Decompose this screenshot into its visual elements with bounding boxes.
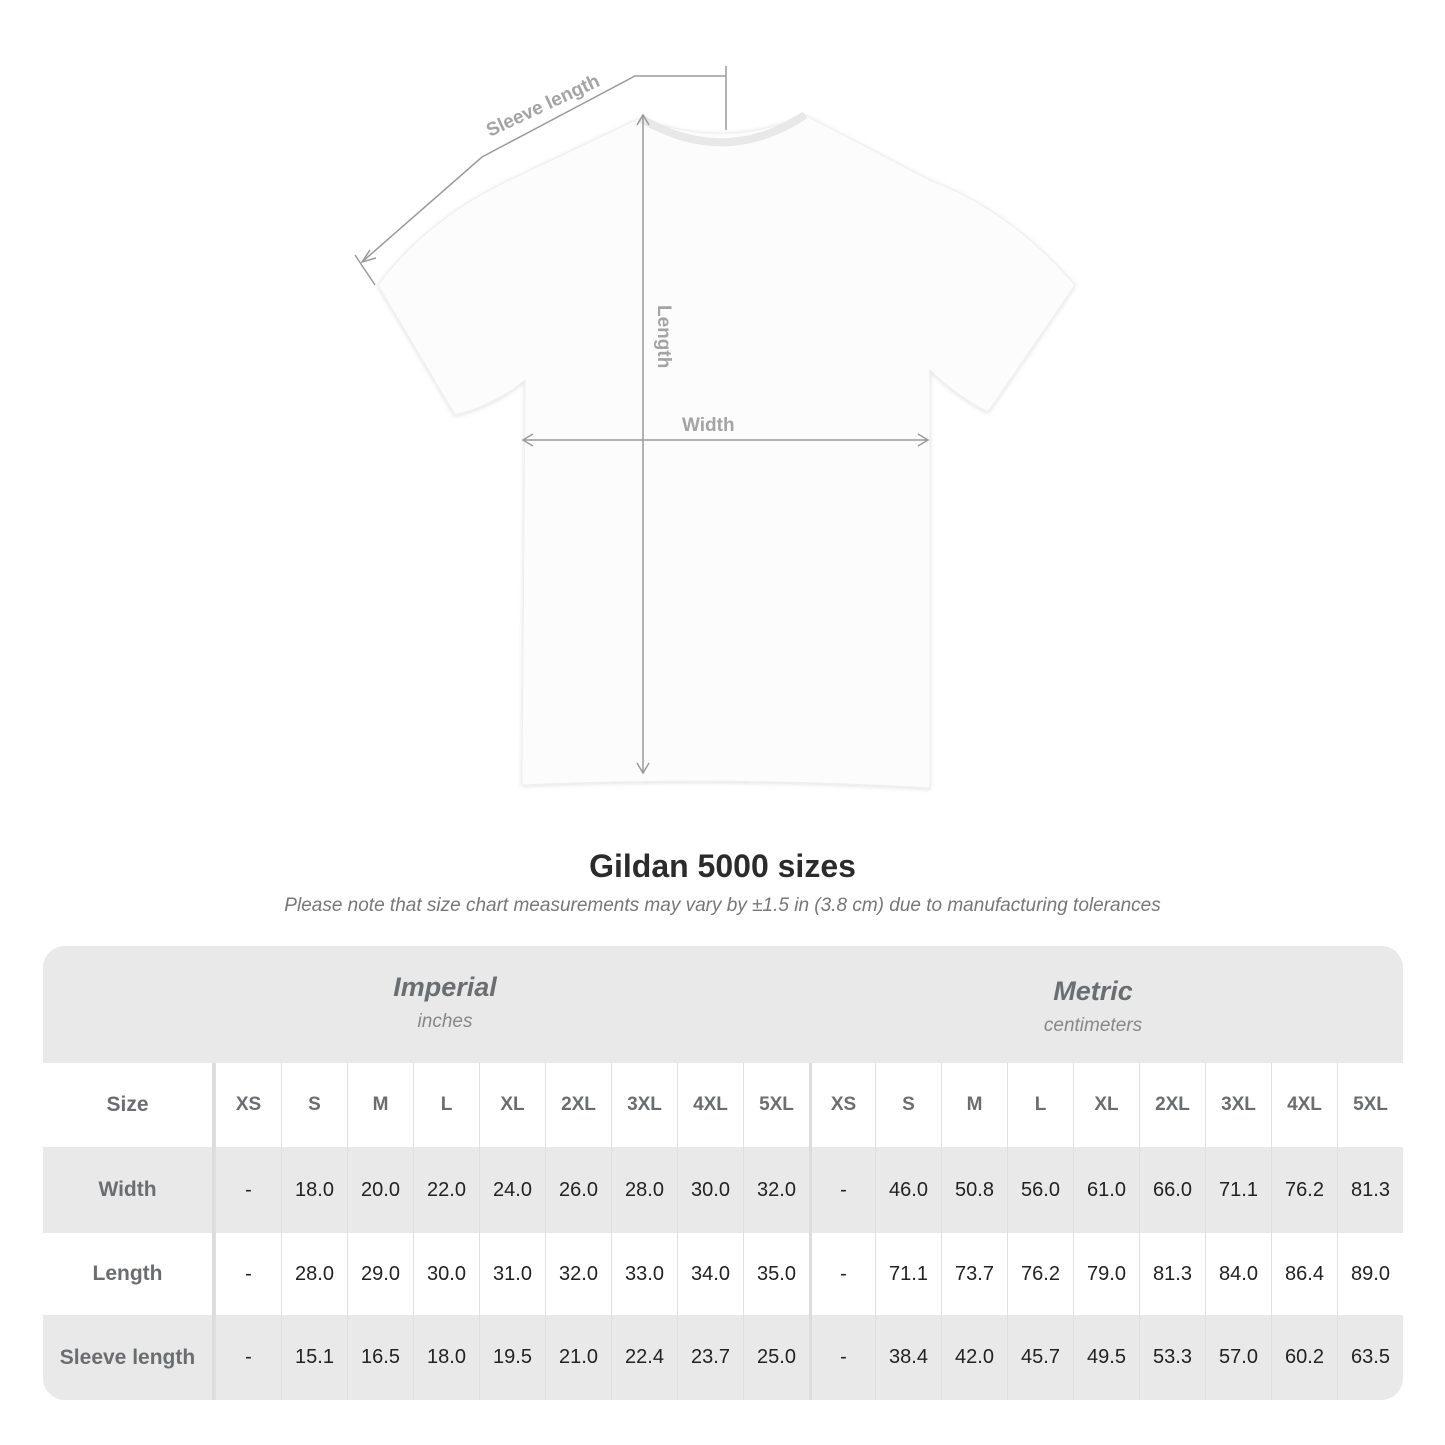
table-row: Length -28.0 29.0 30.0 31.0 32.0 33.0 34.0 35.0-… xyxy=(43,1233,1403,1315)
imperial-header: Imperial inches xyxy=(245,972,645,1033)
size-header-cell: S xyxy=(875,1063,941,1147)
value-cell: 56.0 xyxy=(1007,1147,1073,1233)
size-header-cell: 2XL xyxy=(1139,1063,1205,1147)
value-cell: 23.7 xyxy=(677,1315,743,1400)
value-cell: 76.2 xyxy=(1271,1147,1337,1233)
value-cell: 45.7 xyxy=(1007,1315,1073,1400)
metric-unit: centimeters xyxy=(1043,1015,1143,1036)
size-header-cell: XL xyxy=(479,1063,545,1147)
value-cell: 76.2 xyxy=(1007,1233,1073,1315)
value-cell: 25.0 xyxy=(743,1315,809,1400)
value-cell: 81.3 xyxy=(1139,1233,1205,1315)
size-header-row: Size XS S M L XL 2XL 3XL 4XL 5XL XS S M L XL 2XL 3XL 4XL 5… xyxy=(43,1063,1403,1147)
value-cell: 34.0 xyxy=(677,1233,743,1315)
imperial-unit: inches xyxy=(417,1011,473,1032)
value-cell: 22.0 xyxy=(413,1147,479,1233)
value-cell: - xyxy=(809,1233,875,1315)
value-cell: 73.7 xyxy=(941,1233,1007,1315)
value-cell: 22.4 xyxy=(611,1315,677,1400)
value-cell: 61.0 xyxy=(1073,1147,1139,1233)
value-cell: 35.0 xyxy=(743,1233,809,1315)
value-cell: 30.0 xyxy=(413,1233,479,1315)
value-cell: 28.0 xyxy=(281,1233,347,1315)
row-label: Sleeve length xyxy=(43,1315,215,1400)
size-header-cell: 3XL xyxy=(611,1063,677,1147)
sleeve-length-label: Sleeve length xyxy=(483,71,603,142)
row-label: Size xyxy=(43,1063,215,1147)
value-cell: 28.0 xyxy=(611,1147,677,1233)
value-cell: 19.5 xyxy=(479,1315,545,1400)
value-cell: 63.5 xyxy=(1337,1315,1403,1400)
value-cell: 71.1 xyxy=(875,1233,941,1315)
size-header-cell: L xyxy=(413,1063,479,1147)
tshirt-image xyxy=(377,114,1076,789)
value-cell: 15.1 xyxy=(281,1315,347,1400)
size-header-cell: XS xyxy=(809,1063,875,1147)
value-cell: - xyxy=(215,1233,281,1315)
size-header-cell: 5XL xyxy=(1337,1063,1403,1147)
table-row: Sleeve length -15.1 16.5 18.0 19.5 21.0 22.4 23… xyxy=(43,1315,1403,1400)
value-cell: 18.0 xyxy=(281,1147,347,1233)
value-cell: 32.0 xyxy=(743,1147,809,1233)
metric-title: Metric xyxy=(1053,976,1133,1006)
value-cell: 86.4 xyxy=(1271,1233,1337,1315)
value-cell: 30.0 xyxy=(677,1147,743,1233)
size-table: Imperial inches Metric centimeters Size X… xyxy=(43,946,1403,1400)
table-row: Width -18.0 20.0 22.0 24.0 26.0 28.0 30.0 32.0-4… xyxy=(43,1147,1403,1233)
value-cell: 31.0 xyxy=(479,1233,545,1315)
value-cell: 81.3 xyxy=(1337,1147,1403,1233)
size-header-cell: XL xyxy=(1073,1063,1139,1147)
value-cell: 24.0 xyxy=(479,1147,545,1233)
value-cell: - xyxy=(809,1147,875,1233)
value-cell: 66.0 xyxy=(1139,1147,1205,1233)
value-cell: 46.0 xyxy=(875,1147,941,1233)
size-header-cell: 4XL xyxy=(1271,1063,1337,1147)
metric-header: Metric centimeters xyxy=(893,976,1293,1037)
size-header-cell: M xyxy=(347,1063,413,1147)
value-cell: 21.0 xyxy=(545,1315,611,1400)
value-cell: - xyxy=(809,1315,875,1400)
chart-title: Gildan 5000 sizes xyxy=(589,848,856,884)
value-cell: 29.0 xyxy=(347,1233,413,1315)
value-cell: 42.0 xyxy=(941,1315,1007,1400)
value-cell: 26.0 xyxy=(545,1147,611,1233)
size-header-cell: L xyxy=(1007,1063,1073,1147)
value-cell: 57.0 xyxy=(1205,1315,1271,1400)
value-cell: 33.0 xyxy=(611,1233,677,1315)
value-cell: 84.0 xyxy=(1205,1233,1271,1315)
value-cell: 20.0 xyxy=(347,1147,413,1233)
size-header-cell: S xyxy=(281,1063,347,1147)
size-header-cell: 2XL xyxy=(545,1063,611,1147)
value-cell: - xyxy=(215,1147,281,1233)
value-cell: 16.5 xyxy=(347,1315,413,1400)
row-label: Length xyxy=(43,1233,215,1315)
size-header-cell: XS xyxy=(215,1063,281,1147)
imperial-title: Imperial xyxy=(393,972,497,1002)
value-cell: 53.3 xyxy=(1139,1315,1205,1400)
size-header-cell: M xyxy=(941,1063,1007,1147)
tshirt-diagram: Sleeve length Length Width xyxy=(354,66,1076,789)
value-cell: 71.1 xyxy=(1205,1147,1271,1233)
value-cell: 50.8 xyxy=(941,1147,1007,1233)
value-cell: 89.0 xyxy=(1337,1233,1403,1315)
size-header-cell: 3XL xyxy=(1205,1063,1271,1147)
value-cell: 38.4 xyxy=(875,1315,941,1400)
width-label: Width xyxy=(682,415,735,436)
length-label: Length xyxy=(653,305,674,368)
size-header-cell: 4XL xyxy=(677,1063,743,1147)
tolerance-note: Please note that size chart measurements… xyxy=(284,895,1161,916)
unit-header: Imperial inches Metric centimeters xyxy=(43,946,1403,1063)
value-cell: 79.0 xyxy=(1073,1233,1139,1315)
value-cell: 32.0 xyxy=(545,1233,611,1315)
value-cell: 60.2 xyxy=(1271,1315,1337,1400)
size-header-cell: 5XL xyxy=(743,1063,809,1147)
row-label: Width xyxy=(43,1147,215,1233)
value-cell: 49.5 xyxy=(1073,1315,1139,1400)
value-cell: - xyxy=(215,1315,281,1400)
value-cell: 18.0 xyxy=(413,1315,479,1400)
